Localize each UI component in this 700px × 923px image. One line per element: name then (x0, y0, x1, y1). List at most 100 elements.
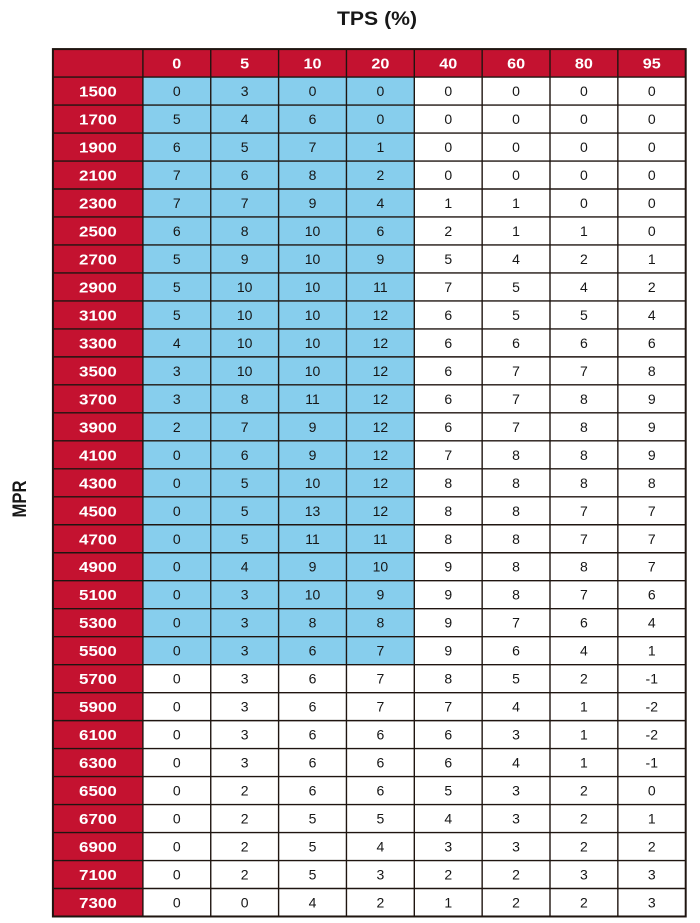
svg-text:11: 11 (373, 531, 388, 547)
svg-text:4500: 4500 (79, 503, 117, 520)
svg-text:4: 4 (241, 559, 249, 575)
svg-text:5900: 5900 (79, 699, 117, 716)
svg-text:11: 11 (305, 531, 320, 547)
svg-text:0: 0 (173, 699, 181, 715)
svg-text:2: 2 (512, 894, 520, 910)
svg-text:9: 9 (648, 419, 656, 435)
svg-text:0: 0 (444, 111, 452, 127)
svg-text:0: 0 (512, 83, 520, 99)
svg-text:-2: -2 (646, 699, 659, 715)
svg-text:7: 7 (309, 139, 317, 155)
svg-text:6: 6 (309, 755, 317, 771)
svg-text:0: 0 (580, 83, 588, 99)
svg-text:6: 6 (648, 335, 656, 351)
svg-text:1: 1 (376, 139, 384, 155)
svg-text:6: 6 (648, 587, 656, 603)
svg-text:12: 12 (373, 419, 389, 435)
svg-text:2: 2 (241, 867, 249, 883)
svg-text:0: 0 (648, 783, 656, 799)
svg-text:8: 8 (512, 447, 520, 463)
svg-text:4700: 4700 (79, 531, 117, 548)
svg-text:8: 8 (444, 531, 452, 547)
svg-text:9: 9 (376, 587, 384, 603)
svg-text:2: 2 (444, 867, 452, 883)
svg-text:6: 6 (309, 727, 317, 743)
svg-text:6: 6 (173, 223, 181, 239)
svg-text:7: 7 (512, 391, 520, 407)
svg-text:10: 10 (305, 307, 321, 323)
svg-text:4: 4 (376, 195, 384, 211)
svg-text:9: 9 (309, 419, 317, 435)
svg-text:10: 10 (237, 307, 253, 323)
svg-text:2300: 2300 (79, 195, 117, 212)
svg-text:1: 1 (580, 699, 588, 715)
svg-text:10: 10 (237, 363, 253, 379)
svg-text:8: 8 (309, 167, 317, 183)
svg-text:3500: 3500 (79, 363, 117, 380)
svg-text:5: 5 (444, 783, 452, 799)
svg-text:9: 9 (648, 391, 656, 407)
svg-text:12: 12 (373, 391, 389, 407)
svg-text:3: 3 (241, 587, 249, 603)
svg-text:4: 4 (173, 335, 181, 351)
svg-text:0: 0 (173, 531, 181, 547)
svg-text:11: 11 (305, 391, 320, 407)
svg-text:6: 6 (580, 615, 588, 631)
svg-text:4: 4 (241, 111, 249, 127)
svg-text:2900: 2900 (79, 279, 117, 296)
svg-text:8: 8 (309, 615, 317, 631)
svg-text:6300: 6300 (79, 755, 117, 772)
svg-text:3: 3 (512, 783, 520, 799)
svg-text:0: 0 (173, 671, 181, 687)
svg-text:9: 9 (309, 447, 317, 463)
svg-text:7: 7 (444, 279, 452, 295)
svg-text:5: 5 (240, 56, 249, 73)
svg-text:TPS (%): TPS (%) (337, 9, 417, 30)
svg-text:2: 2 (648, 839, 656, 855)
svg-text:0: 0 (173, 867, 181, 883)
svg-text:2: 2 (580, 671, 588, 687)
svg-text:3: 3 (241, 615, 249, 631)
svg-text:20: 20 (371, 56, 389, 73)
svg-text:6: 6 (376, 755, 384, 771)
svg-text:5: 5 (241, 503, 249, 519)
svg-text:7: 7 (580, 363, 588, 379)
svg-text:7: 7 (648, 503, 656, 519)
svg-text:12: 12 (373, 447, 389, 463)
svg-text:5: 5 (309, 839, 317, 855)
svg-text:3: 3 (512, 727, 520, 743)
svg-text:8: 8 (580, 559, 588, 575)
svg-text:6700: 6700 (79, 811, 117, 828)
svg-text:2: 2 (376, 167, 384, 183)
svg-text:5: 5 (241, 531, 249, 547)
svg-text:1900: 1900 (79, 140, 117, 157)
svg-text:9: 9 (376, 251, 384, 267)
svg-text:12: 12 (373, 363, 389, 379)
svg-text:10: 10 (305, 223, 321, 239)
svg-text:1: 1 (580, 223, 588, 239)
svg-text:8: 8 (512, 587, 520, 603)
svg-text:6: 6 (444, 391, 452, 407)
svg-text:40: 40 (439, 56, 457, 73)
svg-text:7: 7 (444, 699, 452, 715)
svg-text:7: 7 (376, 671, 384, 687)
svg-text:6: 6 (376, 783, 384, 799)
svg-text:3: 3 (648, 894, 656, 910)
svg-text:7: 7 (580, 531, 588, 547)
svg-text:6: 6 (444, 363, 452, 379)
svg-text:3: 3 (173, 391, 181, 407)
svg-text:8: 8 (444, 503, 452, 519)
svg-text:7: 7 (173, 167, 181, 183)
svg-text:0: 0 (376, 111, 384, 127)
svg-text:1: 1 (580, 755, 588, 771)
svg-text:0: 0 (512, 139, 520, 155)
svg-text:9: 9 (444, 643, 452, 659)
svg-text:8: 8 (444, 475, 452, 491)
svg-text:0: 0 (309, 83, 317, 99)
svg-text:5: 5 (173, 111, 181, 127)
svg-text:2500: 2500 (79, 223, 117, 240)
svg-text:5100: 5100 (79, 587, 117, 604)
svg-text:60: 60 (507, 56, 525, 73)
svg-text:5: 5 (512, 671, 520, 687)
svg-text:6: 6 (376, 223, 384, 239)
